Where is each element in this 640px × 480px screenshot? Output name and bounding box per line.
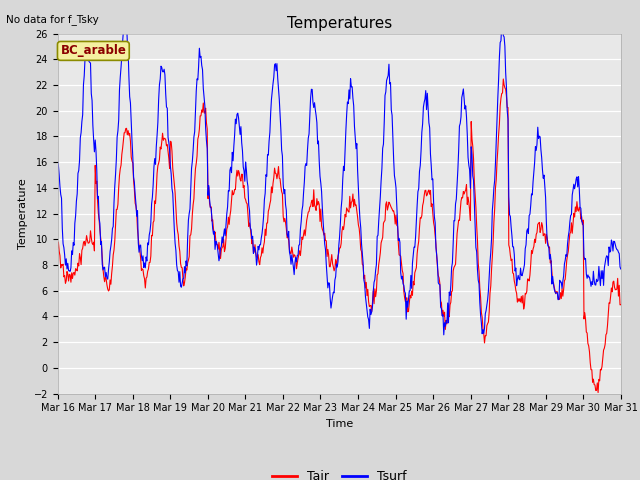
Tsurf — [179, 276, 187, 282]
Title: Temperatures: Temperatures — [287, 16, 392, 31]
Tair — [179, 275, 187, 281]
Tair — [499, 76, 507, 82]
Tair — [617, 302, 625, 308]
Tsurf — [54, 158, 61, 164]
X-axis label: Time: Time — [326, 419, 353, 429]
Line: Tsurf: Tsurf — [58, 18, 621, 335]
Y-axis label: Temperature: Temperature — [18, 178, 28, 249]
Tsurf — [617, 266, 625, 272]
Tsurf — [122, 25, 129, 31]
Tair — [209, 217, 216, 223]
Tair — [122, 126, 129, 132]
Tsurf — [424, 106, 432, 112]
Tair — [595, 390, 602, 396]
Tair — [408, 288, 415, 294]
Text: BC_arable: BC_arable — [60, 44, 126, 58]
Text: No data for f_Tsky: No data for f_Tsky — [6, 14, 99, 25]
Legend: Tair, Tsurf: Tair, Tsurf — [267, 465, 412, 480]
Tsurf — [64, 261, 72, 266]
Tair — [54, 246, 61, 252]
Tsurf — [499, 15, 506, 21]
Tsurf — [209, 226, 216, 231]
Tsurf — [408, 286, 415, 291]
Line: Tair: Tair — [58, 79, 621, 393]
Tsurf — [440, 332, 447, 338]
Tair — [64, 271, 72, 277]
Tair — [424, 188, 432, 194]
